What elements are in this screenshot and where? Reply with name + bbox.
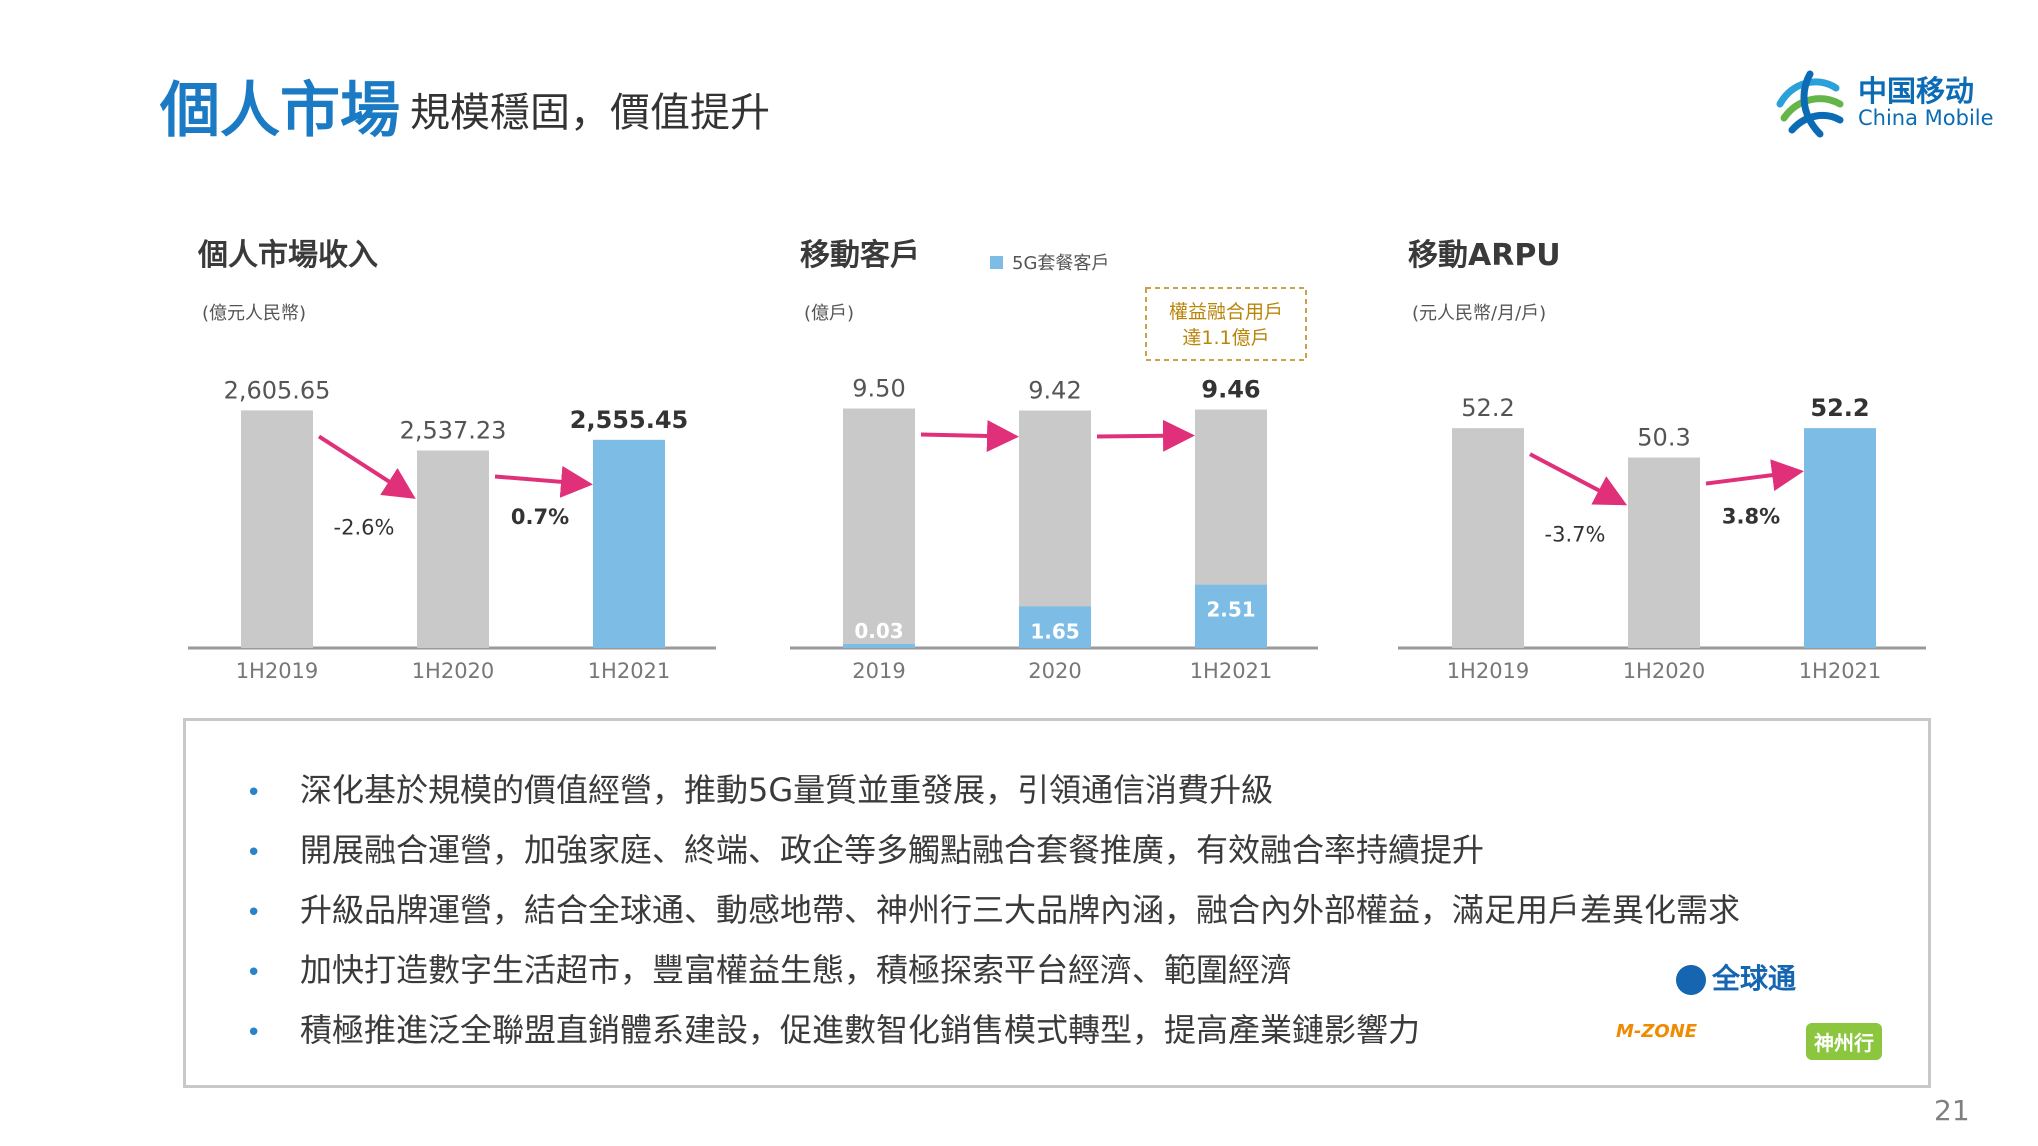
logo-text-en: China Mobile (1858, 106, 1994, 130)
gotone-icon (1676, 965, 1706, 995)
bullet-text: 積極推進泛全聯盟直銷體系建設，促進數智化銷售模式轉型，提高產業鏈影響力 (300, 1011, 1421, 1049)
bar-value-label: 50.3 (1637, 424, 1690, 452)
easyown-brand-text: 神州行 (1814, 1031, 1874, 1055)
trend-arrow (494, 465, 593, 498)
bullet-mark: • (246, 838, 262, 868)
callout-box (1145, 287, 1307, 361)
bar-value-label: 52.2 (1810, 394, 1869, 422)
bullet-item: • 加快打造數字生活超市，豐富權益生態，積極探索平台經濟、範圍經濟 (246, 945, 1292, 991)
x-tick-label: 1H2021 (1799, 659, 1882, 683)
bar (1804, 428, 1876, 648)
bar (417, 450, 489, 648)
bar-5g-value-label: 2.51 (1206, 598, 1255, 622)
bar (1452, 428, 1524, 648)
callout-text-line1: 權益融合用戶 (1169, 301, 1283, 323)
chart-title: 移動ARPU (1408, 238, 1561, 273)
x-tick-label: 2020 (1028, 659, 1081, 683)
bar-5g-value-label: 1.65 (1030, 619, 1079, 643)
trend-arrow (920, 420, 1019, 452)
trend-arrow (1529, 452, 1628, 506)
bar-value-label: 9.50 (852, 375, 905, 403)
bullet-mark: • (246, 1018, 262, 1048)
bullet-item: • 積極推進泛全聯盟直銷體系建設，促進數智化銷售模式轉型，提高產業鏈影響力 (246, 1005, 1420, 1051)
china-mobile-logo: 中国移动 China Mobile (1770, 62, 2000, 142)
bar (241, 410, 313, 648)
logo-text-cn: 中国移动 (1858, 74, 1975, 108)
callout-text-line2: 達1.1億戶 (1182, 327, 1269, 349)
bar (593, 439, 665, 648)
page-subtitle: 規模穩固，價值提升 (410, 90, 770, 136)
bar (843, 408, 915, 648)
growth-rate-label: -3.7% (1545, 523, 1606, 547)
trend-arrow (1705, 459, 1804, 492)
bullet-mark: • (246, 778, 262, 808)
bullet-item: • 升級品牌運營，結合全球通、動感地帶、神州行三大品牌內涵，融合內外部權益，滿足用… (246, 885, 1740, 931)
bullet-box: • 深化基於規模的價值經營，推動5G量質並重發展，引領通信消費升級 • 開展融合運營… (183, 718, 1931, 1088)
trend-arrow (1096, 419, 1195, 452)
bar (1628, 457, 1700, 648)
bullet-text: 開展融合運營，加強家庭、終端、政企等多觸點融合套餐推廣，有效融合率持續提升 (300, 831, 1485, 869)
bullet-item: • 深化基於規模的價值經營，推動5G量質並重發展，引領通信消費升級 (246, 765, 1273, 811)
bullet-mark: • (246, 898, 262, 928)
china-mobile-logo-icon (1776, 70, 1844, 138)
page-number: 21 (1934, 1094, 1970, 1127)
growth-rate-label: 0.7% (511, 505, 569, 529)
x-tick-label: 1H2019 (1447, 659, 1530, 683)
x-tick-label: 1H2021 (588, 659, 671, 683)
chart-title: 個人市場收入 (197, 238, 378, 273)
bar-value-label: 9.46 (1201, 376, 1260, 404)
bar-5g-segment (1019, 606, 1091, 648)
bar-5g-segment (1195, 584, 1267, 648)
x-tick-label: 1H2020 (1623, 659, 1706, 683)
growth-rate-label: -2.6% (334, 515, 395, 539)
chart-title: 移動客戶 (800, 238, 920, 273)
bullet-item: • 開展融合運營，加強家庭、終端、政企等多觸點融合套餐推廣，有效融合率持續提升 (246, 825, 1484, 871)
bullet-mark: • (246, 958, 262, 988)
x-tick-label: 1H2019 (236, 659, 319, 683)
bullet-text: 加快打造數字生活超市，豐富權益生態，積極探索平台經濟、範圍經濟 (300, 951, 1293, 989)
legend-swatch (990, 256, 1003, 269)
x-tick-label: 1H2021 (1190, 659, 1273, 683)
trend-arrow (317, 434, 416, 499)
bar-value-label: 52.2 (1461, 394, 1514, 422)
page-title: 個人市場 (160, 76, 400, 146)
mzone-brand-text: M-ZONE (1616, 1021, 1698, 1042)
x-tick-label: 2019 (852, 659, 905, 683)
charts-area: 個人市場收入 (億元人民幣) 2,605.65 1H2019 2,537.23 1H202… (188, 238, 1926, 683)
easyown-brand-logo: 神州行 (1806, 1023, 1882, 1060)
legend-label: 5G套餐客戶 (1012, 253, 1109, 274)
growth-rate-label: 3.8% (1722, 505, 1780, 529)
mzone-brand-logo: M-ZONE (1616, 1021, 1697, 1042)
chart-unit-label: (元人民幣/月/戶) (1412, 303, 1546, 324)
chart-unit-label: (億元人民幣) (202, 303, 306, 324)
bar-5g-value-label: 0.03 (854, 619, 903, 643)
gotone-brand-text: 全球通 (1712, 962, 1797, 995)
gotone-brand-logo: 全球通 (1676, 957, 1796, 997)
chart-unit-label: (億戶) (804, 303, 854, 324)
x-tick-label: 1H2020 (412, 659, 495, 683)
bar-value-label: 9.42 (1028, 377, 1081, 405)
bar-5g-segment (843, 644, 915, 648)
bar-value-label: 2,537.23 (400, 416, 507, 444)
bar-value-label: 2,555.45 (570, 406, 688, 434)
bullet-text: 深化基於規模的價值經營，推動5G量質並重發展，引領通信消費升級 (300, 771, 1274, 809)
bullet-text: 升級品牌運營，結合全球通、動感地帶、神州行三大品牌內涵，融合內外部權益，滿足用戶… (300, 891, 1741, 929)
bar-value-label: 2,605.65 (224, 376, 331, 404)
